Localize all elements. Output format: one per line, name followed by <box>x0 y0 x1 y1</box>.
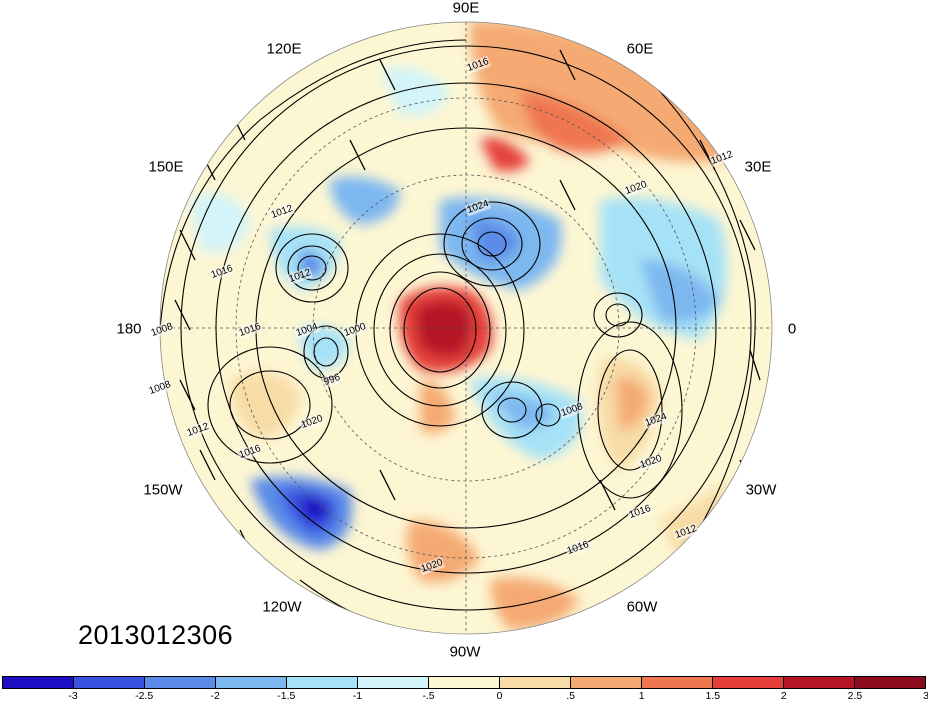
lon-label-90e: 90E <box>452 0 480 17</box>
lon-label-30e: 30E <box>744 158 772 176</box>
lon-label-60e: 60E <box>626 40 654 58</box>
colorbar-tick-label: -1.5 <box>277 690 296 702</box>
colorbar-swatch <box>74 677 145 688</box>
lon-label-30w: 30W <box>745 481 777 499</box>
colorbar-swatch <box>145 677 216 688</box>
colorbar-swatch <box>3 677 74 688</box>
lon-label-60w: 60W <box>626 598 658 616</box>
colorbar-tick-label: .5 <box>566 690 575 702</box>
colorbar-swatch <box>216 677 287 688</box>
colorbar-tick-label: -2.5 <box>135 690 154 702</box>
colorbar-tick-label: 2.5 <box>847 690 863 702</box>
lon-label-120e: 120E <box>266 40 302 58</box>
colorbar-tick-label: -.5 <box>422 690 435 702</box>
colorbar-tick-label: 1.5 <box>705 690 721 702</box>
colorbar-swatch <box>358 677 429 688</box>
colorbar-swatch <box>500 677 571 688</box>
colorbar-tick-label: -3 <box>68 690 78 702</box>
colorbar-swatch <box>784 677 855 688</box>
colorbar-swatch <box>855 677 925 688</box>
anomaly-field <box>160 22 772 634</box>
lon-label-120w: 120W <box>262 598 302 616</box>
colorbar-tick-label: -2 <box>210 690 220 702</box>
colorbar-swatch <box>429 677 500 688</box>
date-stamp: 2013012306 <box>78 620 234 650</box>
lon-label-0: 0 <box>787 320 797 338</box>
lon-label-150e: 150E <box>148 158 184 176</box>
colorbar-tick-label: 1 <box>638 690 645 702</box>
colorbar-swatch <box>713 677 784 688</box>
lon-label-90w: 90W <box>449 643 481 661</box>
colorbar-tick-label: -1 <box>352 690 363 702</box>
colorbar-swatch <box>571 677 642 688</box>
colorbar-swatch <box>287 677 358 688</box>
lon-label-150w: 150W <box>143 481 183 499</box>
colorbar-labels: -3 -2.5 -2 -1.5 -1 -.5 0 .5 1 1.5 2 2.5 3 <box>0 690 928 704</box>
colorbar-tick-label: 2 <box>780 690 787 702</box>
lon-label-180: 180 <box>116 320 142 338</box>
colorbar-tick-label: 0 <box>496 690 503 702</box>
colorbar-tick-label: 3 <box>923 690 928 702</box>
colorbar <box>2 676 926 689</box>
colorbar-swatch <box>642 677 713 688</box>
